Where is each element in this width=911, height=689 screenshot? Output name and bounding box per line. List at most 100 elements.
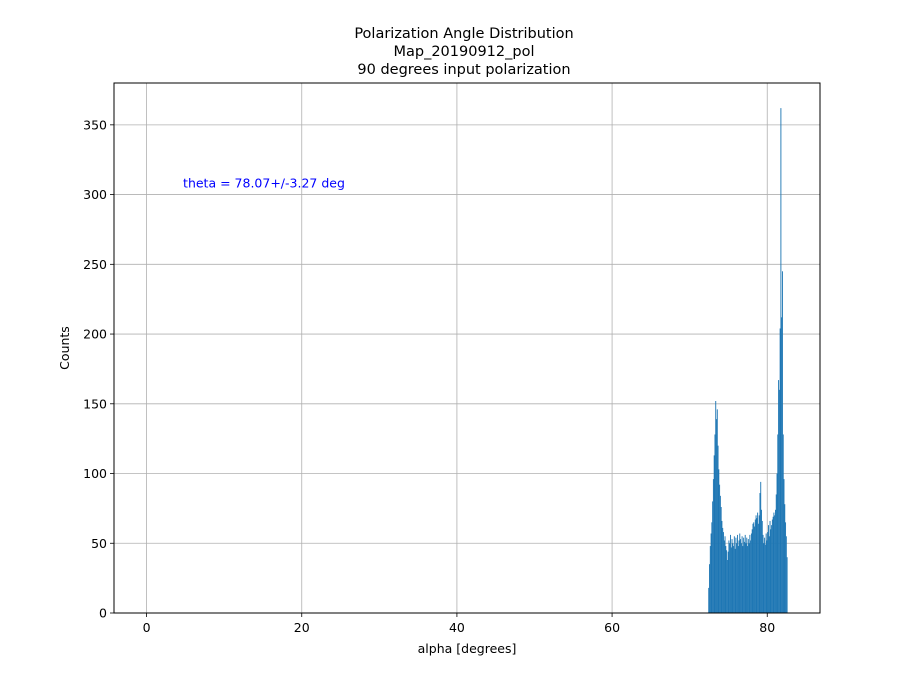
histogram-bar [727,551,729,613]
histogram-bar [718,469,720,613]
histogram-bar [739,533,741,613]
y-tick-label: 200 [83,327,107,342]
histogram-bar [757,523,759,613]
histogram-bar [742,546,744,613]
y-tick-label: 250 [83,257,107,272]
histogram-bar [723,532,724,613]
histogram-bar [759,493,761,613]
x-tick-label: 20 [294,620,310,635]
histogram-bar [713,455,715,613]
histogram-bar [758,515,760,613]
histogram-bar [765,533,767,613]
y-tick-label: 350 [83,117,107,132]
histogram-bar [719,484,721,613]
histogram-bar [773,512,775,613]
histogram-bar [764,537,766,613]
x-tick-label: 40 [449,620,465,635]
axis-ticks: 0 20 40 60 80 0 50 100 150 200 250 300 350 [83,117,775,635]
histogram-bar [724,536,726,613]
histogram-bar [728,540,730,613]
histogram-bar [716,409,718,613]
histogram-bar [711,522,713,613]
histogram-bar [709,564,710,613]
histogram-bar [768,525,769,613]
histogram-bar [746,537,748,613]
plot-frame [113,82,821,614]
histogram-bar [780,108,782,614]
histogram-bar [737,546,739,613]
histogram-bar [754,519,756,613]
histogram-bar [779,328,781,613]
histogram-bar [715,401,717,613]
histogram-bar [786,557,788,613]
histogram-bar [751,529,753,613]
histogram-bar [749,534,751,613]
histogram-bars [708,108,788,614]
histogram-bar [769,520,771,613]
histogram-bar [781,271,783,613]
histogram-bar [768,536,770,613]
histogram-bar [785,536,787,613]
histogram-bar [733,546,735,613]
histogram-bar [761,509,762,613]
y-tick-label: 100 [83,466,107,481]
histogram-bar [770,529,772,613]
x-tick-label: 0 [143,620,151,635]
histogram-bar [723,540,725,613]
chart-title-line-2: Map_20190912_pol [393,44,534,60]
histogram-bar [775,494,777,613]
histogram-bar [752,523,754,613]
histogram-bar [740,539,742,613]
histogram-bar [753,522,755,613]
histogram-bar [772,516,774,613]
histogram-bar [730,547,732,613]
histogram-bar [778,380,780,613]
histogram-bar [717,445,719,613]
histogram-bar [777,434,779,613]
histogram-bar [763,543,765,613]
y-tick-label: 300 [83,187,107,202]
histogram-bar [750,533,752,613]
histogram-bar [730,534,731,613]
histogram-bar [708,587,710,613]
histogram-bar [756,518,758,613]
histogram-bar [785,522,787,613]
histogram-bar [778,389,780,613]
histogram-bar [747,546,748,613]
histogram-bar [712,501,714,613]
histogram-bar [741,536,743,613]
histogram-bar [774,515,776,613]
histogram-bar [762,534,764,613]
histogram-bar [735,537,737,613]
histogram-bar [709,546,711,613]
histogram-bar [754,526,755,613]
histogram-bar [719,495,721,613]
histogram-bar [744,534,746,613]
x-axis-label: alpha [degrees] [418,641,517,656]
y-tick-label: 150 [83,396,107,411]
histogram-bar [775,509,776,613]
histogram-bar [776,473,778,613]
histogram-bar [760,481,762,613]
y-tick-label: 50 [91,536,107,551]
histogram-bar [748,543,750,613]
histogram-bar [734,548,736,613]
histogram-bar [738,540,740,613]
histogram-bar [722,527,724,613]
histogram-bar [720,507,722,613]
y-tick-label: 0 [99,606,107,621]
plot-area: 0 20 40 60 80 0 50 100 150 200 250 300 350 theta = 7… [83,82,821,635]
histogram-bar [781,317,783,613]
histogram-bar [740,543,742,613]
histogram-bar [750,540,752,613]
histogram-bar [745,543,747,613]
histogram-bar [767,532,769,613]
theta-annotation: theta = 78.07+/-3.27 deg [183,176,345,191]
chart-title-line-3: 90 degrees input polarization [357,62,570,78]
plot-background [114,83,820,613]
histogram-bar [731,539,733,613]
histogram-bar [726,560,728,613]
histogram-bar [726,550,728,613]
histogram-bar [729,543,731,613]
